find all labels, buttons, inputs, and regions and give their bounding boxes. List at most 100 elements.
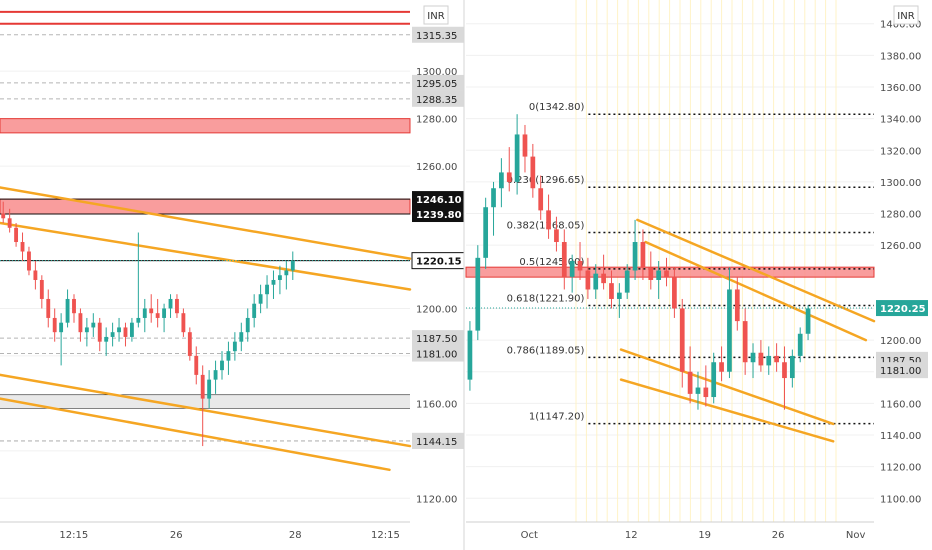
right-price-badge-label: 1181.00 [880, 366, 921, 377]
left-price-badge: 1288.35 [412, 90, 464, 107]
left-price-badge-label: 1239.80 [416, 210, 462, 221]
left-supply-zone [0, 198, 411, 215]
right-trend-channel-line [619, 348, 835, 426]
right-candle [491, 181, 496, 236]
right-y-tick-label: 1100.00 [880, 494, 921, 505]
left-candle [14, 223, 19, 247]
right-y-tick-label: 1140.00 [880, 431, 921, 442]
left-currency-label: INR [423, 5, 449, 25]
right-candle [585, 257, 591, 299]
right-time-axis[interactable]: Oct 12 19 26 Nov [466, 521, 874, 541]
fib-level-label: 0.618(1221.90) [507, 293, 585, 304]
left-candle [123, 322, 128, 347]
right-price-axis[interactable]: 1100.00 1120.00 1140.00 1160.00 1200.00 1260.… [880, 20, 921, 506]
right-candle [805, 305, 811, 341]
right-candle [758, 340, 764, 372]
right-candle [554, 216, 559, 252]
right-candle [640, 229, 646, 280]
right-daily-pane[interactable]: 0(1342.80) 0.236(1296.65) 0.382(1268.05) 0.… [465, 0, 876, 522]
left-candle [226, 341, 231, 375]
left-intraday-pane[interactable] [0, 10, 412, 499]
right-candle [695, 371, 701, 410]
left-candle [59, 313, 64, 366]
right-candle [656, 261, 662, 299]
left-price-badge-label: 1220.15 [416, 257, 462, 268]
left-candle [232, 332, 237, 361]
right-candle [467, 321, 473, 391]
left-candle [7, 208, 12, 233]
left-price-badge-label: 1187.50 [416, 334, 457, 345]
left-candle [65, 289, 70, 328]
right-candle [561, 229, 567, 290]
fib-level-label: 0.786(1189.05) [507, 345, 585, 356]
left-trend-channel-line [0, 221, 412, 291]
left-candle [39, 275, 44, 309]
right-candle [797, 327, 803, 363]
left-candle [213, 360, 218, 394]
right-candle [514, 114, 520, 195]
right-candle [483, 197, 489, 269]
left-candle [97, 317, 102, 352]
right-candle [750, 343, 756, 379]
left-candle [252, 294, 257, 328]
right-candle [648, 251, 654, 290]
right-candle [609, 270, 614, 309]
left-price-badge: 1187.50 [412, 330, 464, 347]
left-price-badge-label: 1181.00 [416, 350, 457, 361]
right-y-tick-label: 1160.00 [880, 399, 921, 410]
right-candle [530, 143, 536, 198]
left-candle [239, 322, 244, 352]
right-candle [711, 352, 717, 404]
right-candle [734, 276, 740, 331]
left-candle [78, 308, 83, 342]
right-x-tick-label: Nov [846, 530, 866, 541]
right-grid [466, 0, 874, 522]
left-price-badge-label: 1144.15 [416, 437, 457, 448]
right-y-tick-label: 1280.00 [880, 210, 921, 221]
right-candle [727, 267, 732, 379]
left-price-axis[interactable]: 1120.00 1160.00 1200.00 1260.00 1280.00 1300.… [416, 67, 457, 505]
left-candle [258, 284, 263, 314]
right-y-tick-label: 1400.00 [880, 20, 921, 31]
right-y-tick-label: 1320.00 [880, 146, 921, 157]
left-candle [91, 313, 96, 337]
left-candle [1, 201, 6, 224]
left-price-badges: 1315.35 1295.05 1288.35 1246.10 1239.80 1220.… [411, 26, 465, 449]
left-price-badge: 1144.15 [412, 432, 464, 449]
right-currency-text: INR [897, 11, 914, 22]
left-candles [1, 201, 295, 447]
right-channel-lines [466, 218, 876, 443]
left-candle [155, 298, 160, 328]
left-time-axis[interactable]: 12:15 26 28 12:15 [0, 521, 410, 541]
right-y-tick-label: 1260.00 [880, 241, 921, 252]
fib-level-label: 1(1147.20) [529, 412, 585, 423]
right-candle [742, 308, 748, 375]
right-y-tick-label: 1380.00 [880, 51, 921, 62]
left-horizontal-lines [0, 10, 410, 442]
right-candle [475, 245, 481, 341]
left-x-tick-label: 12:15 [59, 530, 88, 541]
right-x-tick-label: 12 [625, 530, 638, 541]
left-candle [142, 298, 147, 333]
right-trend-channel-line [644, 240, 868, 342]
left-candle [72, 294, 76, 323]
right-x-tick-label: 26 [772, 530, 785, 541]
left-y-tick-label: 1260.00 [416, 162, 457, 173]
right-candle [782, 346, 787, 410]
left-candle [110, 322, 115, 347]
left-y-tick-label: 1160.00 [416, 399, 457, 410]
right-supply-zone [465, 266, 875, 278]
left-trend-channel-line [0, 373, 412, 448]
right-trend-channel-line [636, 218, 876, 323]
right-candle [664, 257, 669, 287]
left-candle [33, 261, 38, 290]
left-candle [129, 317, 134, 342]
left-candle [84, 317, 89, 347]
right-candle [577, 242, 583, 280]
left-candle [46, 289, 51, 328]
right-candle [632, 219, 638, 280]
right-y-tick-label: 1360.00 [880, 83, 921, 94]
right-candle [546, 194, 551, 239]
